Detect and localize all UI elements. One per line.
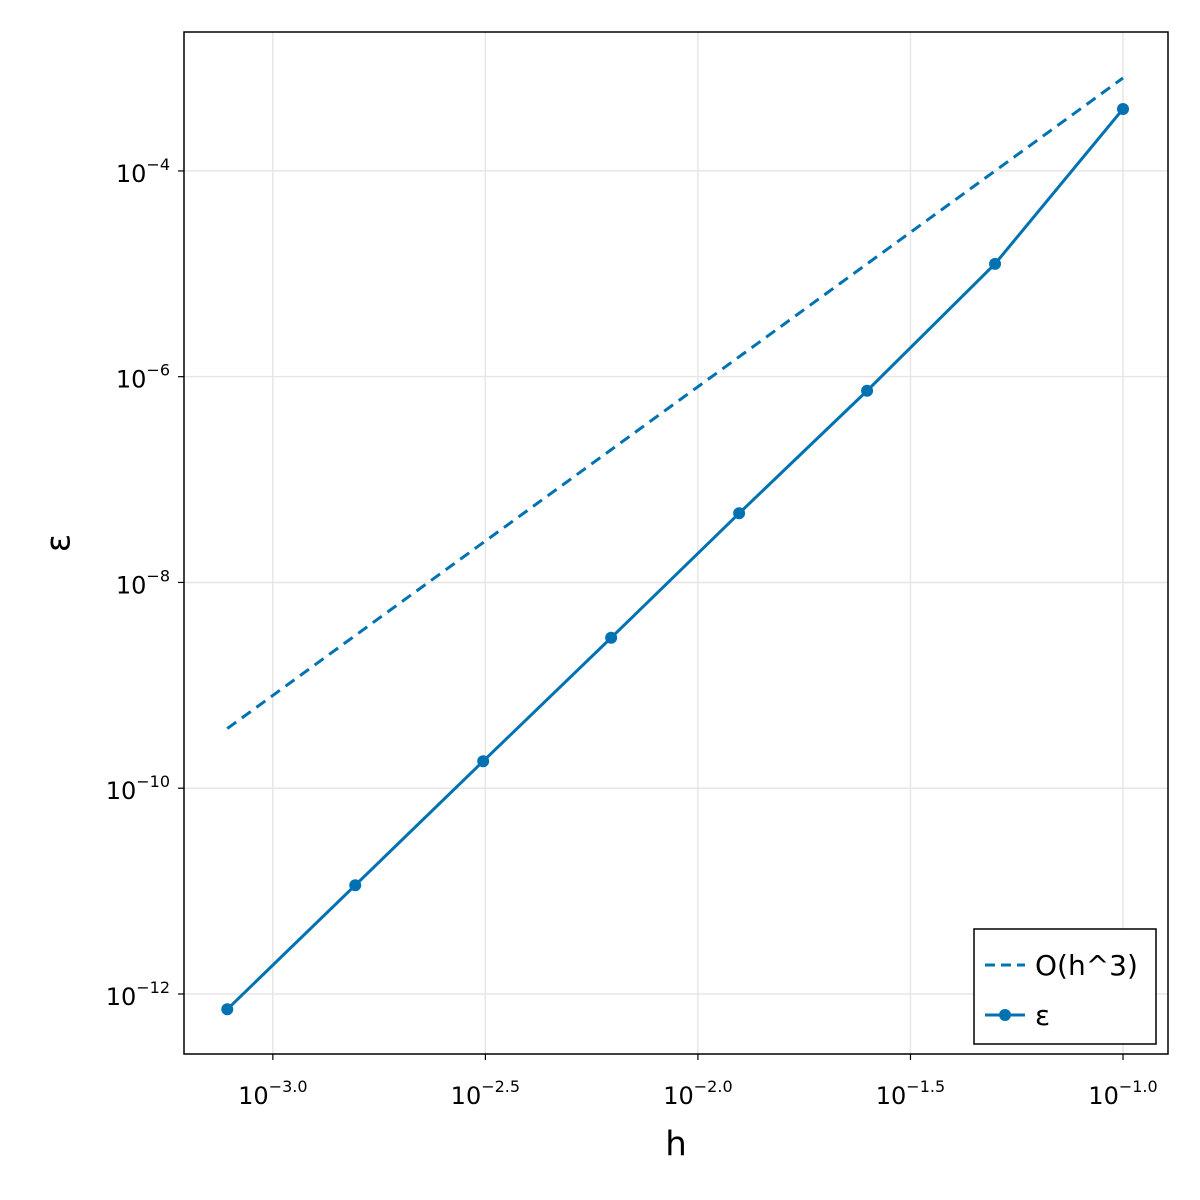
- y-tick-label: 10−6: [116, 360, 170, 394]
- legend-label: ε: [1035, 999, 1050, 1032]
- data-point: [989, 257, 1002, 270]
- data-point: [733, 507, 746, 520]
- series-line: [226, 108, 1125, 1011]
- data-point: [605, 631, 618, 644]
- data-point: [861, 384, 874, 397]
- legend-label: O(h^3): [1035, 949, 1138, 982]
- legend-box: [973, 928, 1157, 1045]
- series-line: [226, 76, 1124, 730]
- legend-marker: [999, 1009, 1011, 1021]
- x-tick-label: 10−1.5: [876, 1077, 945, 1111]
- x-tick-label: 10−1.0: [1088, 1077, 1157, 1111]
- y-tick-label: 10−10: [106, 772, 170, 806]
- data-point: [221, 1003, 234, 1016]
- x-tick-label: 10−3.0: [238, 1077, 307, 1111]
- plot-frame: [183, 31, 1169, 1055]
- y-tick-label: 10−8: [116, 566, 170, 600]
- x-axis-title: h: [665, 1125, 687, 1165]
- data-point: [1117, 102, 1130, 115]
- y-tick-label: 10−4: [116, 154, 170, 188]
- y-axis-title: ε: [39, 534, 79, 552]
- x-tick-label: 10−2.5: [451, 1077, 520, 1111]
- legend: O(h^3) ε: [973, 928, 1157, 1045]
- data-point: [349, 879, 362, 892]
- x-tick-label: 10−2.0: [663, 1077, 732, 1111]
- data-point: [477, 755, 490, 768]
- y-tick-label: 10−12: [106, 977, 170, 1011]
